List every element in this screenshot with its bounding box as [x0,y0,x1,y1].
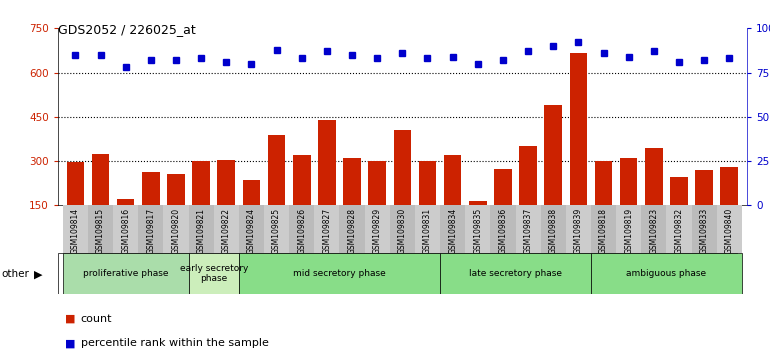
Text: other: other [2,269,29,279]
Text: GSM109836: GSM109836 [498,208,507,254]
Bar [290,205,314,253]
Text: GSM109815: GSM109815 [96,208,105,254]
Bar [440,253,591,294]
Bar [666,205,691,253]
Text: GSM109819: GSM109819 [624,208,633,254]
Bar [670,177,688,250]
Text: GSM109814: GSM109814 [71,208,80,254]
Bar [117,199,135,250]
Bar [314,205,340,253]
Text: GSM109826: GSM109826 [297,208,306,254]
Bar [113,205,139,253]
Text: percentile rank within the sample: percentile rank within the sample [81,338,269,348]
Bar [293,155,310,250]
Bar [63,205,88,253]
Bar [92,154,109,250]
Bar [695,170,713,250]
Bar [415,205,440,253]
Bar [142,172,159,250]
Text: GSM109820: GSM109820 [172,208,180,254]
Text: ■: ■ [65,314,76,324]
Text: GSM109822: GSM109822 [222,208,231,254]
Text: GSM109834: GSM109834 [448,208,457,254]
Bar [192,161,210,250]
Text: GSM109821: GSM109821 [196,208,206,254]
Bar [368,161,386,250]
Bar [620,158,638,250]
Text: GSM109823: GSM109823 [649,208,658,254]
Text: ▶: ▶ [34,269,42,279]
Bar [167,175,185,250]
Text: GSM109832: GSM109832 [675,208,684,254]
Bar [217,160,235,250]
Bar [570,53,588,250]
Bar [214,205,239,253]
Text: GSM109825: GSM109825 [272,208,281,254]
Bar [189,205,214,253]
Bar [264,205,290,253]
Text: GSM109835: GSM109835 [474,208,482,254]
Text: GSM109833: GSM109833 [700,208,708,254]
Text: GDS2052 / 226025_at: GDS2052 / 226025_at [58,23,196,36]
Text: GSM109829: GSM109829 [373,208,382,254]
Text: GSM109839: GSM109839 [574,208,583,254]
Bar [139,205,163,253]
Text: count: count [81,314,112,324]
Bar [340,205,365,253]
Bar [566,205,591,253]
Text: late secretory phase: late secretory phase [469,269,562,278]
Bar [189,253,239,294]
Bar [239,205,264,253]
Bar [444,155,461,250]
Bar [541,205,566,253]
Text: GSM109818: GSM109818 [599,208,608,254]
Bar [494,169,512,250]
Bar [239,253,440,294]
Bar [591,253,742,294]
Bar [616,205,641,253]
Text: GSM109824: GSM109824 [247,208,256,254]
Text: ■: ■ [65,338,76,348]
Bar [318,120,336,250]
Bar [393,130,411,250]
Text: GSM109837: GSM109837 [524,208,533,254]
Bar [519,146,537,250]
Bar [594,161,612,250]
Text: GSM109828: GSM109828 [347,208,357,254]
Text: mid secretory phase: mid secretory phase [293,269,386,278]
Bar [465,205,490,253]
Text: ambiguous phase: ambiguous phase [626,269,707,278]
Bar [717,205,742,253]
Text: GSM109840: GSM109840 [725,208,734,254]
Bar [365,205,390,253]
Bar [490,205,515,253]
Text: GSM109838: GSM109838 [549,208,557,254]
Bar [243,180,260,250]
Bar [515,205,541,253]
Text: proliferative phase: proliferative phase [83,269,169,278]
Text: GSM109816: GSM109816 [121,208,130,254]
Text: GSM109831: GSM109831 [423,208,432,254]
Bar [390,205,415,253]
Bar [591,205,616,253]
Text: GSM109827: GSM109827 [323,208,331,254]
Bar [544,105,562,250]
Bar [66,162,84,250]
Bar [641,205,666,253]
Bar [419,161,437,250]
Bar [268,135,286,250]
Bar [691,205,717,253]
Bar [163,205,189,253]
Bar [469,201,487,250]
Bar [645,148,663,250]
Bar [440,205,465,253]
Bar [88,205,113,253]
Bar [343,158,361,250]
Text: GSM109830: GSM109830 [398,208,407,254]
Bar [721,167,738,250]
Text: early secretory
phase: early secretory phase [179,264,248,283]
Text: GSM109817: GSM109817 [146,208,156,254]
Bar [63,253,189,294]
